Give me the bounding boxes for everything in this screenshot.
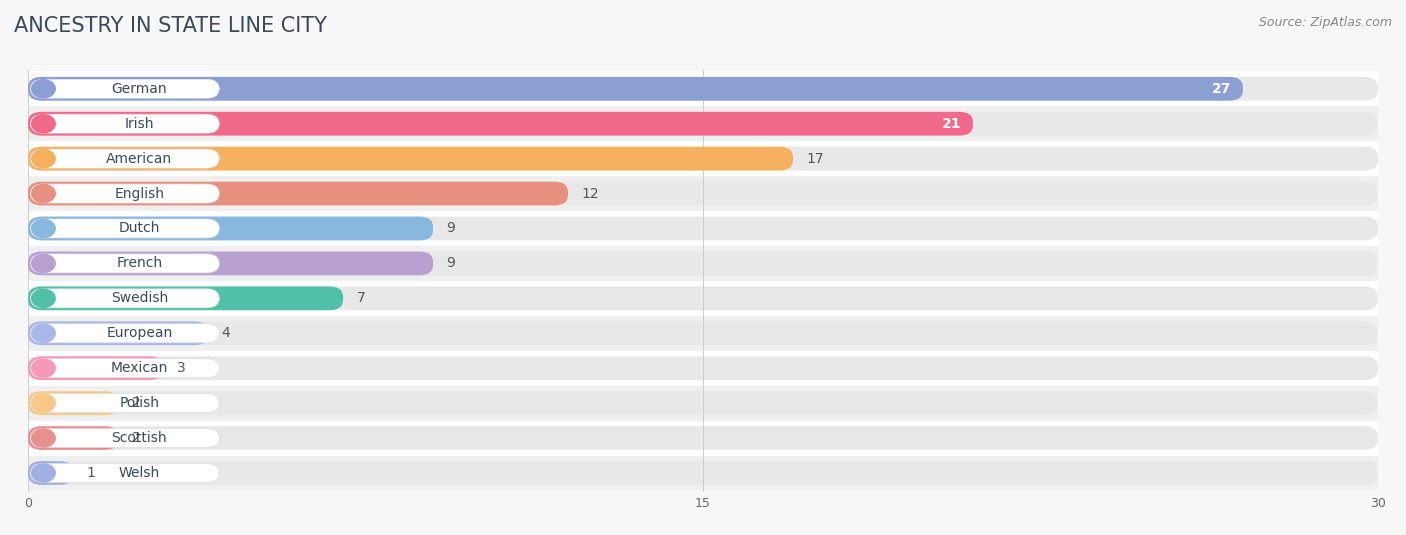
- Bar: [28, 246, 1378, 281]
- FancyBboxPatch shape: [28, 182, 568, 205]
- FancyBboxPatch shape: [28, 77, 1378, 101]
- Text: 2: 2: [132, 431, 141, 445]
- Text: Source: ZipAtlas.com: Source: ZipAtlas.com: [1258, 16, 1392, 29]
- Circle shape: [32, 394, 55, 412]
- FancyBboxPatch shape: [31, 254, 219, 273]
- FancyBboxPatch shape: [28, 461, 73, 485]
- Text: French: French: [117, 256, 162, 270]
- Circle shape: [32, 114, 55, 133]
- Text: 27: 27: [1212, 82, 1232, 96]
- Text: European: European: [107, 326, 173, 340]
- FancyBboxPatch shape: [28, 461, 1378, 485]
- FancyBboxPatch shape: [28, 322, 1378, 345]
- Bar: [28, 386, 1378, 421]
- Text: 7: 7: [357, 292, 366, 305]
- Text: German: German: [111, 82, 167, 96]
- Text: 17: 17: [807, 151, 824, 166]
- FancyBboxPatch shape: [28, 286, 1378, 310]
- FancyBboxPatch shape: [31, 149, 219, 168]
- Bar: [28, 211, 1378, 246]
- Bar: [28, 281, 1378, 316]
- Text: 2: 2: [132, 396, 141, 410]
- Text: Mexican: Mexican: [111, 361, 167, 375]
- Text: 1: 1: [87, 466, 96, 480]
- Text: ANCESTRY IN STATE LINE CITY: ANCESTRY IN STATE LINE CITY: [14, 16, 328, 36]
- Bar: [28, 106, 1378, 141]
- FancyBboxPatch shape: [28, 147, 793, 171]
- Circle shape: [32, 185, 55, 203]
- Bar: [28, 141, 1378, 176]
- FancyBboxPatch shape: [28, 322, 208, 345]
- FancyBboxPatch shape: [31, 289, 219, 308]
- FancyBboxPatch shape: [31, 79, 219, 98]
- Text: English: English: [114, 187, 165, 201]
- Bar: [28, 71, 1378, 106]
- Text: 9: 9: [447, 256, 456, 270]
- Text: Swedish: Swedish: [111, 292, 167, 305]
- Bar: [28, 455, 1378, 491]
- Circle shape: [32, 464, 55, 482]
- Text: Welsh: Welsh: [118, 466, 160, 480]
- Bar: [28, 351, 1378, 386]
- FancyBboxPatch shape: [28, 77, 1243, 101]
- FancyBboxPatch shape: [28, 251, 1378, 276]
- Text: American: American: [107, 151, 173, 166]
- FancyBboxPatch shape: [28, 426, 1378, 450]
- FancyBboxPatch shape: [28, 391, 118, 415]
- FancyBboxPatch shape: [28, 356, 163, 380]
- FancyBboxPatch shape: [31, 463, 219, 483]
- Text: Dutch: Dutch: [118, 221, 160, 235]
- FancyBboxPatch shape: [28, 217, 433, 240]
- Text: 3: 3: [177, 361, 186, 375]
- FancyBboxPatch shape: [28, 391, 1378, 415]
- Text: 4: 4: [222, 326, 231, 340]
- Text: Irish: Irish: [125, 117, 155, 131]
- FancyBboxPatch shape: [28, 426, 118, 450]
- FancyBboxPatch shape: [28, 356, 1378, 380]
- FancyBboxPatch shape: [31, 324, 219, 343]
- Text: Polish: Polish: [120, 396, 159, 410]
- Circle shape: [32, 429, 55, 447]
- Text: Scottish: Scottish: [111, 431, 167, 445]
- Text: 9: 9: [447, 221, 456, 235]
- Circle shape: [32, 359, 55, 377]
- Circle shape: [32, 80, 55, 98]
- Circle shape: [32, 254, 55, 272]
- Circle shape: [32, 289, 55, 308]
- Bar: [28, 176, 1378, 211]
- Text: 21: 21: [942, 117, 962, 131]
- FancyBboxPatch shape: [28, 286, 343, 310]
- Text: 12: 12: [582, 187, 599, 201]
- Bar: [28, 421, 1378, 455]
- FancyBboxPatch shape: [31, 358, 219, 378]
- FancyBboxPatch shape: [31, 429, 219, 448]
- FancyBboxPatch shape: [28, 182, 1378, 205]
- Circle shape: [32, 324, 55, 342]
- FancyBboxPatch shape: [31, 114, 219, 133]
- FancyBboxPatch shape: [31, 394, 219, 412]
- Circle shape: [32, 219, 55, 238]
- FancyBboxPatch shape: [28, 147, 1378, 171]
- Circle shape: [32, 149, 55, 168]
- FancyBboxPatch shape: [31, 219, 219, 238]
- FancyBboxPatch shape: [28, 251, 433, 276]
- Bar: [28, 316, 1378, 351]
- FancyBboxPatch shape: [31, 184, 219, 203]
- FancyBboxPatch shape: [28, 112, 973, 135]
- FancyBboxPatch shape: [28, 112, 1378, 135]
- FancyBboxPatch shape: [28, 217, 1378, 240]
